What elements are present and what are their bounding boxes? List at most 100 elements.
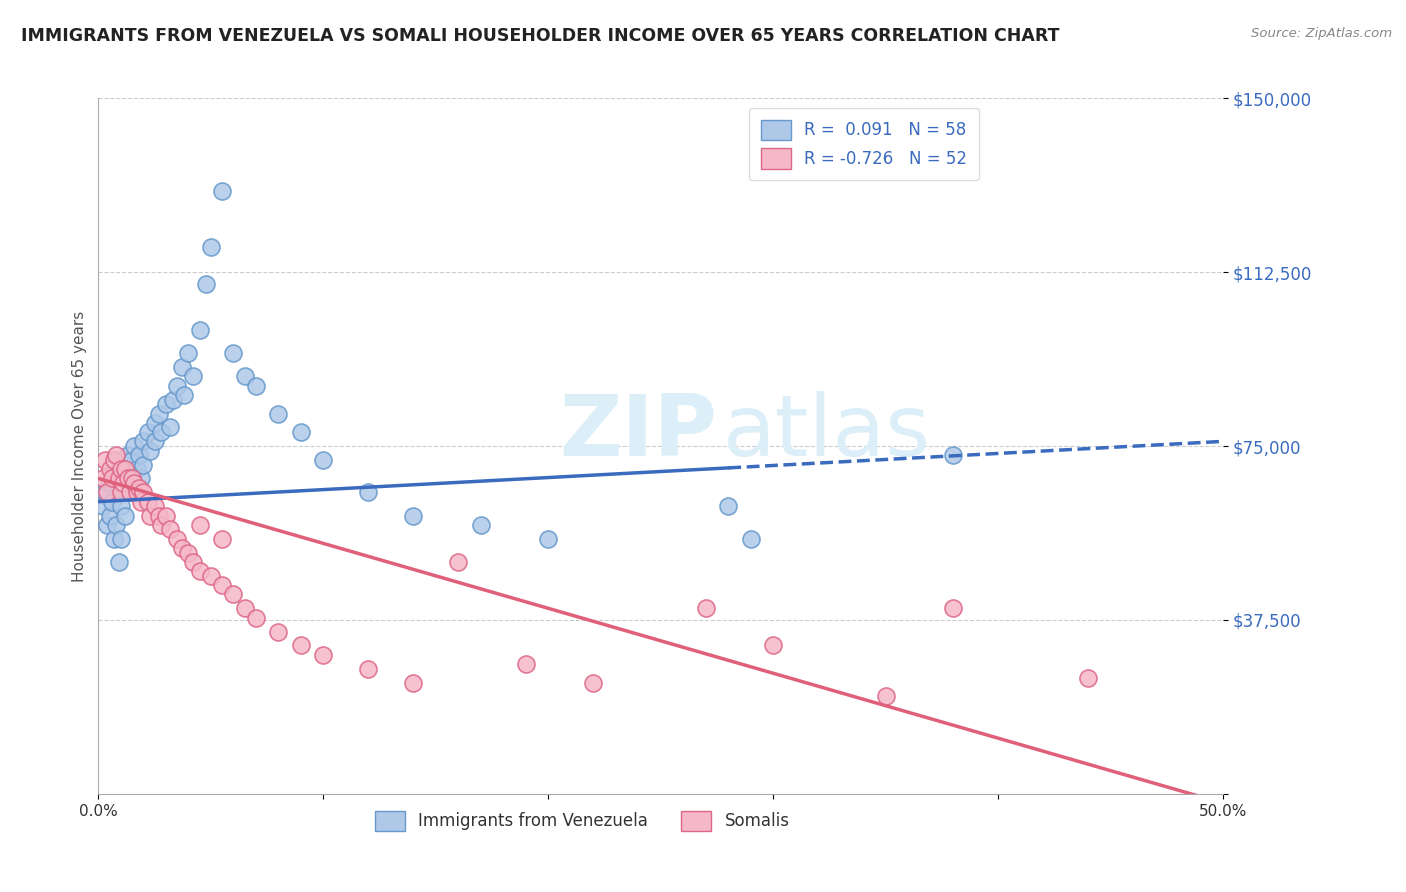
Point xyxy=(312,453,335,467)
Point xyxy=(200,569,222,583)
Point xyxy=(132,485,155,500)
Point xyxy=(112,476,135,491)
Point xyxy=(124,439,146,453)
Point xyxy=(267,407,290,421)
Point xyxy=(188,517,211,532)
Point xyxy=(290,639,312,653)
Point xyxy=(159,420,181,434)
Point xyxy=(98,508,121,523)
Point xyxy=(211,184,233,198)
Point xyxy=(107,555,129,569)
Point xyxy=(94,485,117,500)
Point xyxy=(136,494,159,508)
Point xyxy=(290,425,312,439)
Point xyxy=(114,508,136,523)
Point xyxy=(107,471,129,485)
Legend: Immigrants from Venezuela, Somalis: Immigrants from Venezuela, Somalis xyxy=(368,804,796,838)
Point xyxy=(159,523,181,537)
Point xyxy=(107,481,129,495)
Point xyxy=(125,485,148,500)
Point xyxy=(211,532,233,546)
Point xyxy=(200,239,222,253)
Point xyxy=(222,346,245,360)
Point xyxy=(91,471,114,485)
Point xyxy=(103,462,125,476)
Text: Source: ZipAtlas.com: Source: ZipAtlas.com xyxy=(1251,27,1392,40)
Point xyxy=(357,485,380,500)
Point xyxy=(188,564,211,578)
Point xyxy=(132,434,155,449)
Point xyxy=(267,624,290,639)
Point xyxy=(132,458,155,472)
Point xyxy=(110,500,132,514)
Point xyxy=(222,587,245,601)
Point xyxy=(121,471,143,485)
Point xyxy=(150,517,173,532)
Point xyxy=(125,462,148,476)
Point xyxy=(470,517,492,532)
Point xyxy=(103,532,125,546)
Point xyxy=(105,453,128,467)
Point xyxy=(515,657,537,671)
Point xyxy=(94,453,117,467)
Point xyxy=(118,485,141,500)
Point xyxy=(875,690,897,704)
Point xyxy=(139,443,162,458)
Point xyxy=(96,485,118,500)
Point xyxy=(233,601,256,615)
Point xyxy=(402,675,425,690)
Point xyxy=(128,448,150,462)
Point xyxy=(103,453,125,467)
Point xyxy=(177,546,200,560)
Point xyxy=(211,578,233,592)
Point xyxy=(129,494,152,508)
Point xyxy=(143,416,166,430)
Point xyxy=(110,462,132,476)
Point xyxy=(942,448,965,462)
Point xyxy=(143,500,166,514)
Point xyxy=(195,277,218,291)
Point xyxy=(118,485,141,500)
Point xyxy=(173,388,195,402)
Point xyxy=(91,500,114,514)
Point xyxy=(312,648,335,662)
Point xyxy=(110,485,132,500)
Point xyxy=(121,453,143,467)
Point xyxy=(166,378,188,392)
Point xyxy=(155,397,177,411)
Point xyxy=(447,555,470,569)
Point xyxy=(582,675,605,690)
Point xyxy=(233,369,256,384)
Point xyxy=(170,541,193,555)
Point xyxy=(537,532,560,546)
Point xyxy=(124,476,146,491)
Point xyxy=(740,532,762,546)
Point xyxy=(114,462,136,476)
Point xyxy=(129,471,152,485)
Point xyxy=(121,476,143,491)
Point xyxy=(139,508,162,523)
Point xyxy=(181,369,204,384)
Point xyxy=(148,407,170,421)
Y-axis label: Householder Income Over 65 years: Householder Income Over 65 years xyxy=(72,310,87,582)
Point xyxy=(162,392,184,407)
Point xyxy=(110,471,132,485)
Point xyxy=(96,517,118,532)
Point xyxy=(117,448,139,462)
Point xyxy=(101,471,124,485)
Point xyxy=(245,610,267,624)
Point xyxy=(942,601,965,615)
Point xyxy=(188,323,211,337)
Point xyxy=(114,462,136,476)
Point xyxy=(98,462,121,476)
Text: ZIP: ZIP xyxy=(560,391,717,474)
Text: atlas: atlas xyxy=(723,391,931,474)
Point xyxy=(170,360,193,375)
Point xyxy=(166,532,188,546)
Point xyxy=(357,662,380,676)
Point xyxy=(245,378,267,392)
Point xyxy=(117,471,139,485)
Point xyxy=(105,517,128,532)
Point xyxy=(128,481,150,495)
Point xyxy=(762,639,785,653)
